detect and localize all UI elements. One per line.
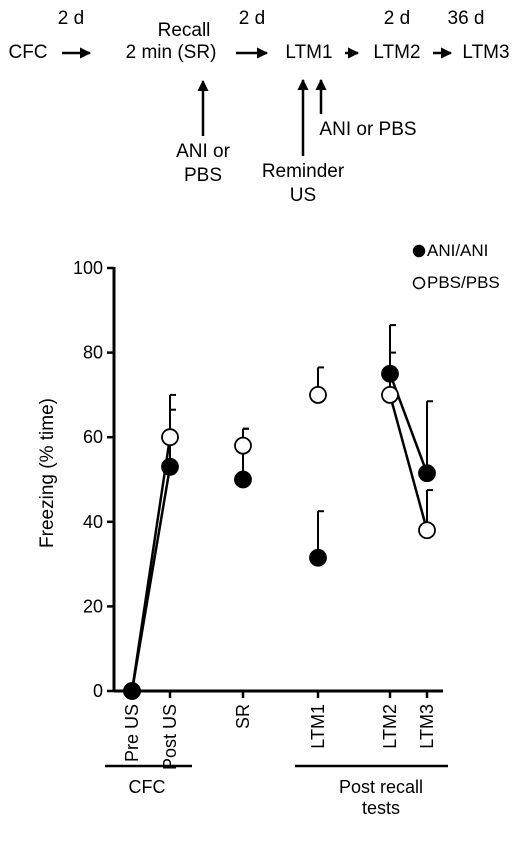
connector-line <box>388 394 429 531</box>
reminder-line1: Reminder <box>261 161 345 182</box>
group-label-post-recall: Post recall tests <box>338 777 424 818</box>
legend-marker-pbs <box>412 276 426 290</box>
group-label-cfc: CFC <box>128 777 166 797</box>
legend-label-ani: ANI/ANI <box>427 241 489 260</box>
x-tick-label: SR <box>233 704 253 729</box>
point-ani-ani <box>381 364 399 383</box>
protocol-arrows <box>62 47 453 156</box>
y-tick-label: 100 <box>73 258 103 278</box>
point-pbs-pbs <box>418 521 436 540</box>
step-sr: 2 min (SR) <box>125 42 217 63</box>
y-tick-label: 0 <box>93 681 103 701</box>
point-ani-ani <box>234 470 252 489</box>
injection1-line2: PBS <box>183 165 223 186</box>
y-tick-label: 20 <box>83 596 103 616</box>
x-tick-label: LTM1 <box>308 704 328 749</box>
y-tick-label: 80 <box>83 343 103 363</box>
point-pbs-pbs <box>381 385 399 404</box>
step-cfc: CFC <box>8 42 48 63</box>
x-tick-label: LTM2 <box>380 704 400 749</box>
interval-2: 2 d <box>238 8 266 29</box>
injection2-label: ANI or PBS <box>319 119 417 140</box>
x-tick-label: LTM3 <box>417 704 437 749</box>
step-ltm1: LTM1 <box>285 42 333 63</box>
legend-marker-ani <box>412 244 426 258</box>
point-ani-ani <box>123 682 141 700</box>
point-pbs-pbs <box>161 428 179 447</box>
x-tick-label: Post US <box>160 704 180 770</box>
interval-1: 2 d <box>57 8 85 29</box>
point-pbs-pbs <box>309 385 327 404</box>
y-tick-label: 60 <box>83 427 103 447</box>
y-tick-label: 40 <box>83 512 103 532</box>
interval-3: 2 d <box>383 8 411 29</box>
injection1-line1: ANI or <box>176 141 230 162</box>
point-ani-ani <box>309 548 327 567</box>
step-ltm3: LTM3 <box>462 42 510 63</box>
legend-label-pbs: PBS/PBS <box>427 273 500 292</box>
point-ani-ani <box>161 457 179 476</box>
connector-line <box>130 437 172 692</box>
y-axis-label: Freezing (% time) <box>37 398 58 548</box>
x-tick-label: Pre US <box>122 704 142 762</box>
reminder-line2: US <box>289 185 317 206</box>
point-pbs-pbs <box>234 436 252 455</box>
point-ani-ani <box>418 464 436 483</box>
recall-label: Recall <box>157 20 211 41</box>
interval-4: 36 d <box>447 8 485 29</box>
step-ltm2: LTM2 <box>373 42 421 63</box>
